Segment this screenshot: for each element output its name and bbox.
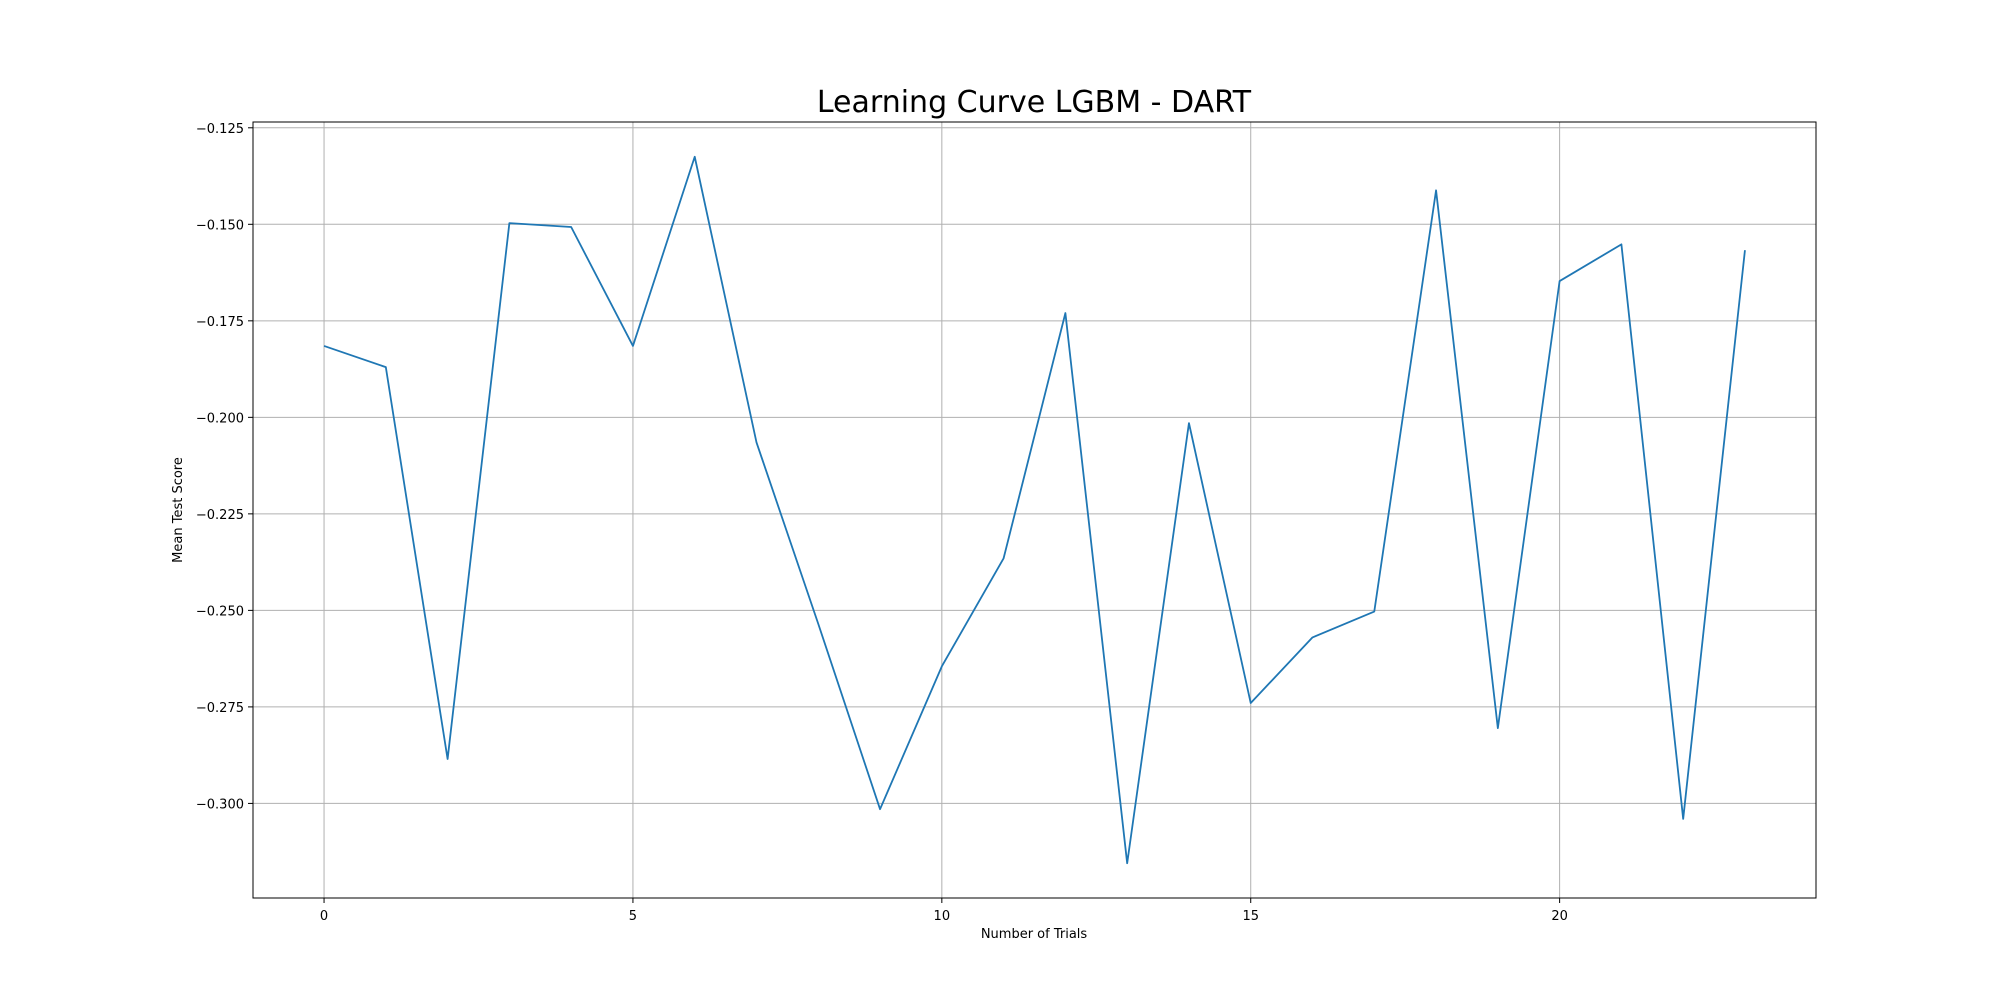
series-line (323, 155, 1746, 865)
y-axis-label: Mean Test Score (171, 457, 186, 563)
x-axis-label: Number of Trials (981, 927, 1088, 942)
x-tick-label: 0 (320, 909, 328, 924)
y-tick-label: −0.200 (196, 411, 244, 426)
grid-lines (253, 122, 1816, 898)
y-tick-label: −0.275 (196, 701, 244, 716)
y-tick-label: −0.250 (196, 604, 244, 619)
axis-ticks: 0 5 10 15 20 −0.125 −0.150 −0.175 −0.200 −0.225 −0… (196, 122, 1568, 924)
x-tick-label: 10 (934, 909, 951, 924)
x-tick-label: 15 (1242, 909, 1259, 924)
series-layer (323, 155, 1746, 865)
y-tick-label: −0.300 (196, 797, 244, 812)
plot-frame (252, 121, 1817, 899)
y-tick-label: −0.150 (196, 218, 244, 233)
x-tick-label: 20 (1551, 909, 1568, 924)
y-tick-label: −0.175 (196, 315, 244, 330)
chart-title: Learning Curve LGBM - DART (817, 85, 1252, 120)
y-tick-label: −0.225 (196, 508, 244, 523)
y-tick-label: −0.125 (196, 122, 244, 137)
x-tick-label: 5 (629, 909, 637, 924)
